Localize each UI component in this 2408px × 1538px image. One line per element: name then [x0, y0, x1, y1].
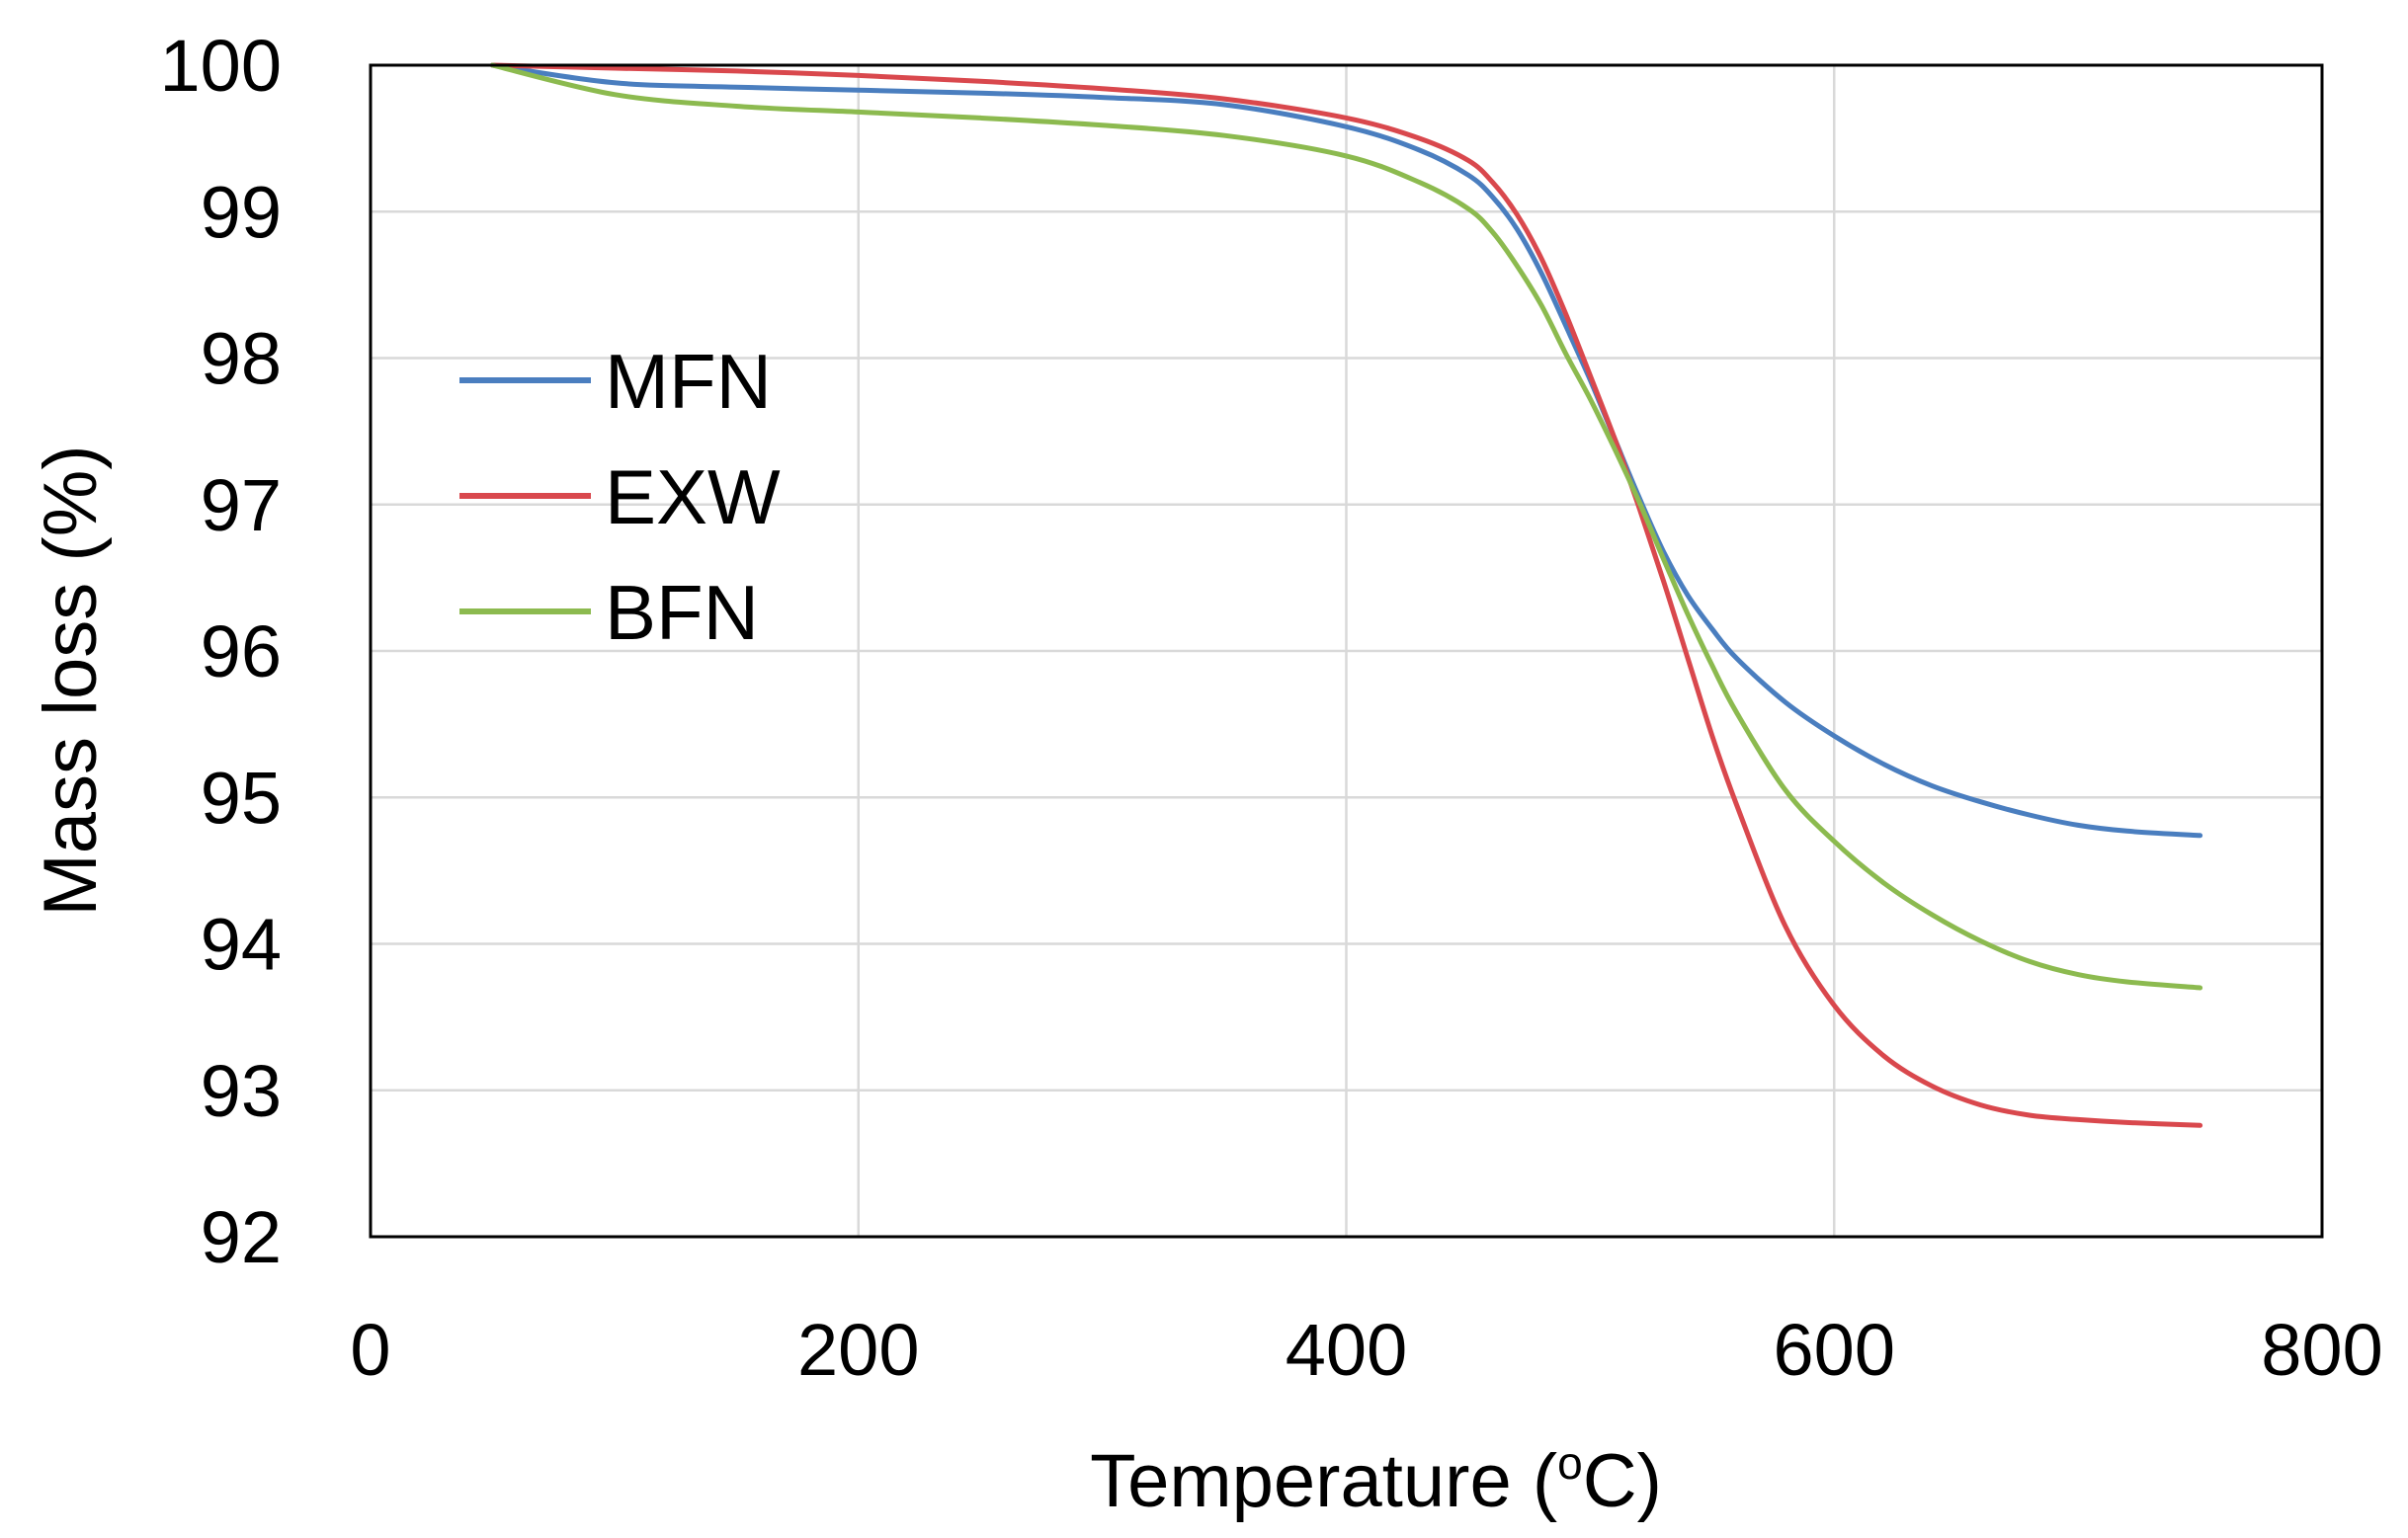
y-tick-label: 94	[201, 904, 282, 986]
legend-label-mfn: MFN	[605, 338, 772, 425]
x-tick-label: 200	[797, 1309, 919, 1391]
x-tick-label: 800	[2261, 1309, 2382, 1391]
y-tick-label: 96	[201, 610, 282, 692]
y-axis-title: Mass loss (%)	[29, 445, 113, 916]
x-axis-title-main: Temperature (	[1090, 1439, 1557, 1523]
y-tick-label: 95	[201, 757, 282, 839]
y-tick-label: 100	[160, 25, 282, 107]
x-axis-title-unit: C)	[1583, 1439, 1662, 1523]
legend-label-bfn: BFN	[605, 569, 759, 656]
plot-area-border	[369, 63, 2324, 1239]
y-tick-label: 93	[201, 1050, 282, 1132]
series-line-bfn	[489, 62, 2203, 991]
x-tick-label: 600	[1774, 1309, 1895, 1391]
x-axis-title-degree-superscript: o	[1557, 1437, 1583, 1489]
y-tick-label: 92	[201, 1196, 282, 1278]
data-series	[489, 62, 2203, 1128]
series-line-mfn	[489, 62, 2203, 839]
legend: MFN EXW BFN	[459, 338, 781, 656]
y-tick-label: 99	[201, 171, 282, 253]
y-tick-label: 97	[201, 464, 282, 546]
x-tick-label: 400	[1286, 1309, 1407, 1391]
gridlines	[371, 65, 2322, 1237]
tick-labels: 92 93 94 95 96 97 98 99 100 0 200 400 600 800	[160, 25, 2383, 1391]
x-tick-label: 0	[350, 1309, 390, 1391]
x-axis-title: Temperature (oC)	[1090, 1437, 1662, 1523]
legend-label-exw: EXW	[605, 453, 781, 540]
y-tick-label: 98	[201, 318, 282, 400]
series-line-exw	[489, 62, 2203, 1128]
